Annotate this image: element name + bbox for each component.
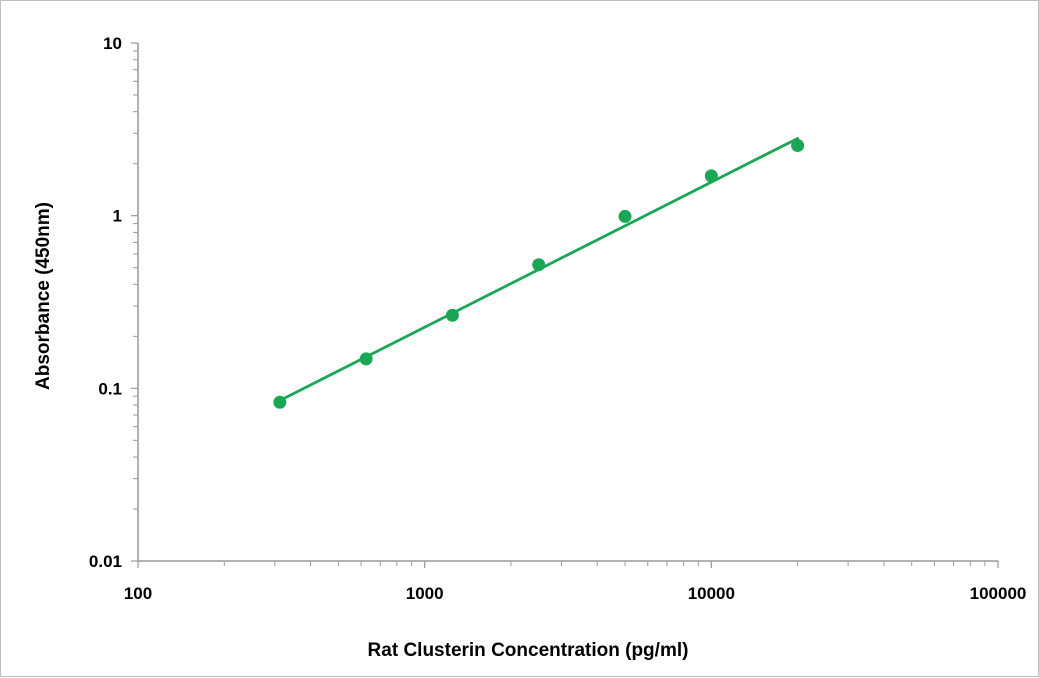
data-point: [359, 352, 373, 366]
y-axis-title: Absorbance (450nm): [33, 202, 54, 390]
y-tick-label: 10: [103, 34, 122, 53]
y-tick-label: 0.1: [98, 379, 122, 398]
data-point: [445, 308, 459, 322]
data-point: [618, 209, 632, 223]
x-tick-label: 1000: [406, 584, 444, 603]
x-tick-label: 10000: [688, 584, 735, 603]
y-tick-label: 1: [113, 207, 122, 226]
axes: [131, 42, 999, 568]
data-point: [532, 258, 546, 272]
x-tick-label: 100: [124, 584, 152, 603]
data-points: [273, 138, 805, 409]
x-axis-title: Rat Clusterin Concentration (pg/ml): [368, 640, 689, 661]
data-point: [273, 395, 287, 409]
x-tick-label: 100000: [970, 584, 1027, 603]
y-tick-label: 0.01: [89, 552, 122, 571]
tick-labels: 100 1000 10000 100000 0.01 0.1 1 10: [89, 34, 1026, 603]
data-point: [704, 169, 718, 183]
data-point: [791, 138, 805, 152]
